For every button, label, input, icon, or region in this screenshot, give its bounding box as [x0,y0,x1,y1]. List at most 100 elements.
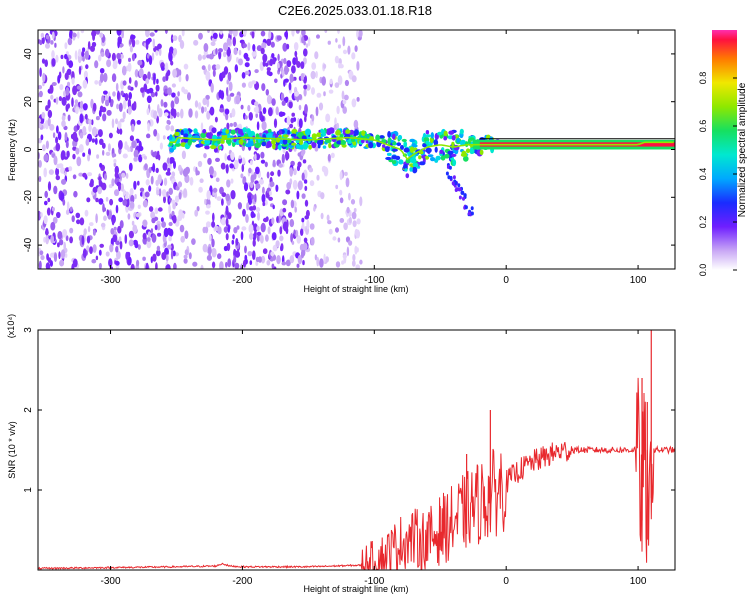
spectrogram-cell [105,151,111,156]
spectrogram-cell [261,42,267,49]
spectrogram-cell [61,120,66,128]
signal-cell [391,160,397,165]
spectrogram-cell [257,211,260,221]
spectrogram-cell [303,35,309,41]
spectrogram-cell [251,51,257,57]
spectrogram-cell [163,195,166,204]
spectrogram-cell [166,157,171,164]
spectrogram-cell [226,86,229,97]
x-tick-label: -200 [232,275,252,286]
spectrogram-cell [286,43,290,50]
bottom-x-axis-label: Height of straight line (km) [303,584,408,594]
spectrogram-cell [162,135,166,140]
spectrogram-cell [112,62,118,70]
spectrogram-cell [142,256,146,261]
spectrogram-cell [51,50,55,59]
spectrogram-cell [277,169,281,177]
spectrogram-cell [315,106,319,117]
spectrogram-cell [178,34,182,43]
spectrogram-cell [171,210,175,217]
spectrogram-cell [160,217,164,223]
spectrogram-cell [251,194,254,200]
spectrogram-cell [155,262,158,269]
signal-cell [422,143,427,148]
spectrogram-cell [43,236,46,243]
spectrogram-cell [290,117,295,124]
spectrogram-cell [162,189,167,197]
spectrogram-cell [41,36,45,45]
signal-cell [239,138,244,145]
spectrogram-cell [72,131,78,142]
spectrogram-cell [242,176,247,185]
spectrogram-cell [344,171,348,176]
spectrogram-cell [249,181,254,189]
spectrogram-cell [316,92,322,98]
spectrogram-cell [103,72,108,83]
spectrogram-cell [271,53,275,59]
spectrogram-cell [268,107,273,117]
spectrogram-cell [179,224,185,233]
spectrogram-cell [348,240,353,246]
y-tick-label: 20 [23,96,34,108]
spectrogram-cell [89,246,93,255]
spectrogram-cell [154,151,158,156]
spectrogram-cell [339,171,343,181]
signal-track-line [169,136,674,161]
spectrogram-cell [240,104,244,110]
spectrogram-cell [136,259,140,267]
spectrogram-cell [172,202,176,210]
spectrogram-cell [42,144,46,152]
spectrogram-cell [155,249,161,257]
spectrogram-cell [118,38,122,45]
spectrogram-cell [207,30,210,33]
signal-cell [387,131,391,138]
spectrogram-cell [132,224,138,234]
colorbar: 0.0 0.2 0.4 0.6 0.8 Normalized spectral ampl… [698,30,748,276]
spectrogram-cell [124,141,128,149]
spectrogram-cell [229,163,234,169]
spectrogram-cell [91,30,97,37]
spectrogram-cell [39,67,42,77]
spectrogram-cell [113,162,117,168]
spectrogram-cell [87,225,91,233]
spectrogram-cell [356,61,360,71]
spectrogram-cell [67,114,71,122]
spectrogram-cell [327,220,332,225]
spectrogram-cell [297,254,303,265]
spectrogram-cell [148,87,154,94]
spectrogram-cell [99,72,104,83]
spectrogram-cell [344,79,349,87]
signal-track [167,127,675,217]
spectrogram-cell [255,183,261,190]
top-y-axis-label: Frequency (Hz) [7,119,17,181]
spectrogram-cell [151,217,156,224]
spectrogram-cell [124,234,128,244]
spectrogram-cell [45,34,50,40]
y-tick-label: 3 [23,327,34,333]
signal-cell [454,188,458,192]
signal-cell [439,149,444,154]
snr-frame [37,329,676,571]
spectrogram-cell [122,111,126,120]
spectrogram-cell [230,151,235,161]
spectrogram-cell [134,69,139,78]
signal-cell [440,155,446,161]
signal-cell [316,132,322,138]
spectrogram-cell [236,225,240,230]
spectrogram-cell [117,120,122,130]
spectrogram-cell [303,88,307,97]
spectrogram-cell [116,52,121,60]
spectrogram-cell [98,249,102,256]
spectrogram-cell [49,84,54,94]
spectrogram-cell [79,217,85,226]
spectrogram-cell [244,115,248,120]
spectrogram-cell [270,251,275,257]
spectrogram-cell [169,213,172,220]
signal-cell [210,145,217,150]
spectrogram-cell [302,242,308,251]
spectrogram-cell [289,255,295,264]
spectrogram-cell [212,187,218,193]
x-tick-label: 0 [503,576,509,587]
spectrogram-cell [359,196,363,207]
signal-cell [402,164,408,170]
